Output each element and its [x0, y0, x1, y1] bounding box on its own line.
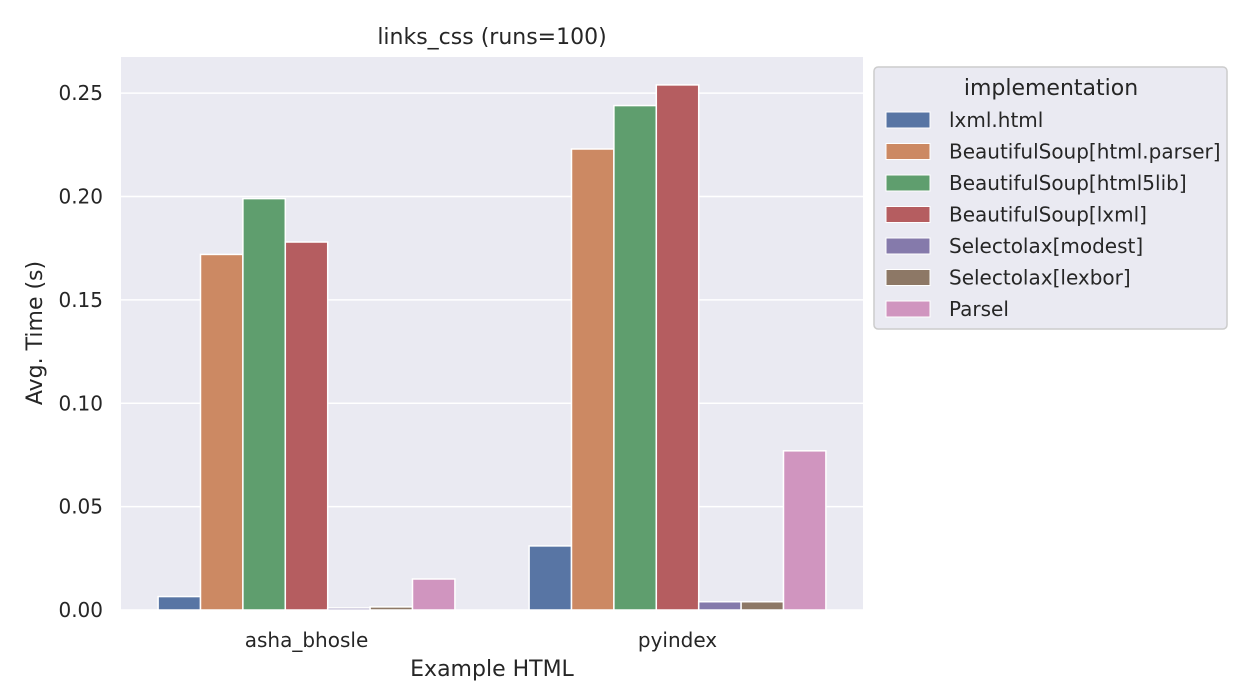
legend-items: lxml.html BeautifulSoup[html.parser] Beaut… [885, 108, 1221, 321]
bar [326, 607, 371, 611]
legend-swatch [885, 237, 931, 255]
y-tick-label: 0.05 [58, 495, 103, 519]
bar [782, 450, 827, 611]
legend-label: Parsel [949, 297, 1009, 321]
legend-label: lxml.html [949, 108, 1043, 132]
bar [613, 104, 658, 611]
x-tick-label: asha_bhosle [245, 628, 369, 652]
bar [697, 600, 742, 611]
legend-label: BeautifulSoup[lxml] [949, 203, 1147, 227]
legend-label: Selectolax[modest] [949, 234, 1143, 258]
bar [655, 84, 700, 611]
y-axis-title: Avg. Time (s) [23, 261, 48, 405]
legend-title: implementation [964, 76, 1138, 101]
bar [411, 578, 456, 611]
y-tick-label: 0.10 [58, 391, 103, 415]
legend-swatch [885, 143, 931, 160]
bar [369, 606, 414, 611]
y-axis-ticks: 0.00 0.05 0.10 0.15 0.20 0.25 [58, 81, 103, 622]
legend-label: BeautifulSoup[html5lib] [949, 171, 1187, 195]
legend-label: BeautifulSoup[html.parser] [949, 140, 1221, 164]
legend: implementation lxml.html BeautifulSoup[ht… [873, 66, 1228, 330]
y-tick-label: 0.15 [58, 288, 103, 312]
bar [528, 545, 573, 611]
chart-title: links_css (runs=100) [377, 25, 606, 50]
bar [740, 600, 785, 611]
legend-box [873, 66, 1228, 330]
x-axis-ticks: asha_bhosle pyindex [245, 628, 718, 652]
legend-swatch [885, 300, 931, 318]
x-axis-title: Example HTML [410, 657, 574, 682]
y-tick-label: 0.25 [58, 81, 103, 105]
y-tick-label: 0.20 [58, 185, 103, 209]
bars [157, 84, 827, 611]
legend-swatch [885, 206, 931, 223]
bar [242, 197, 287, 611]
legend-swatch [885, 174, 931, 192]
legend-label: Selectolax[lexbor] [949, 266, 1131, 290]
legend-swatch [885, 269, 931, 286]
legend-swatch [885, 111, 931, 129]
y-tick-label: 0.00 [58, 598, 103, 622]
bar [284, 241, 329, 611]
x-tick-label: pyindex [638, 628, 717, 652]
bar [199, 253, 244, 611]
bar [157, 595, 202, 611]
bar [570, 148, 615, 611]
